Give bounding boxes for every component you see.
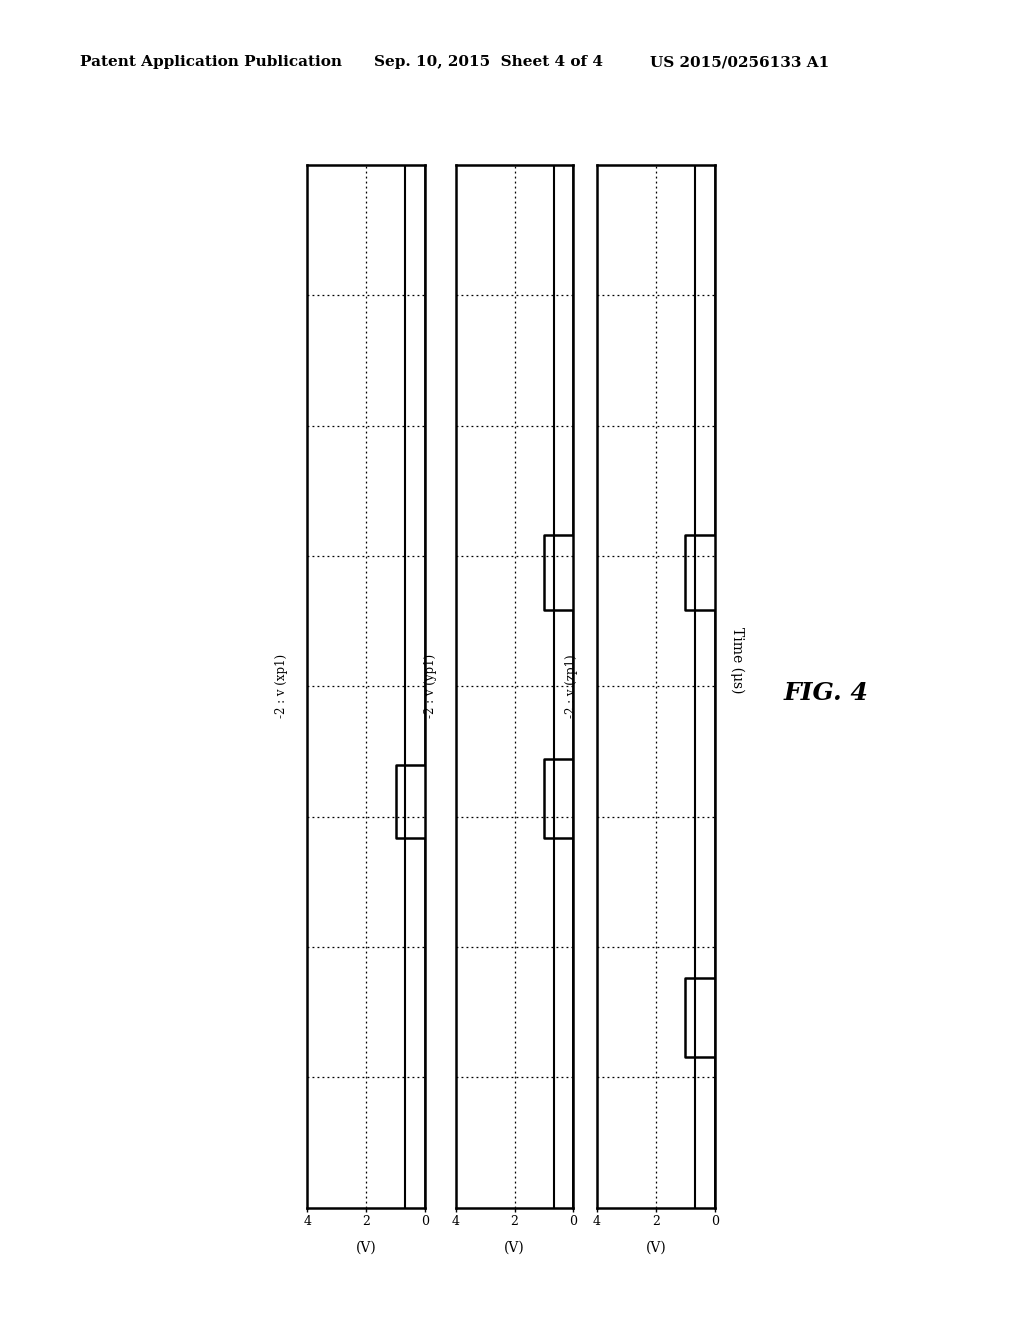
Text: (V): (V): [355, 1241, 377, 1254]
Text: -2 : v (yp1): -2 : v (yp1): [424, 655, 436, 718]
Text: Patent Application Publication: Patent Application Publication: [80, 55, 342, 70]
Text: (V): (V): [645, 1241, 667, 1254]
Text: FIG. 4: FIG. 4: [783, 681, 868, 705]
Text: Sep. 10, 2015  Sheet 4 of 4: Sep. 10, 2015 Sheet 4 of 4: [374, 55, 603, 70]
Text: -2 : v (xp1): -2 : v (xp1): [275, 655, 288, 718]
Text: (V): (V): [504, 1241, 525, 1254]
Text: Time (μs): Time (μs): [730, 627, 744, 693]
Text: US 2015/0256133 A1: US 2015/0256133 A1: [650, 55, 829, 70]
Text: -2 : v (zp1): -2 : v (zp1): [565, 655, 578, 718]
